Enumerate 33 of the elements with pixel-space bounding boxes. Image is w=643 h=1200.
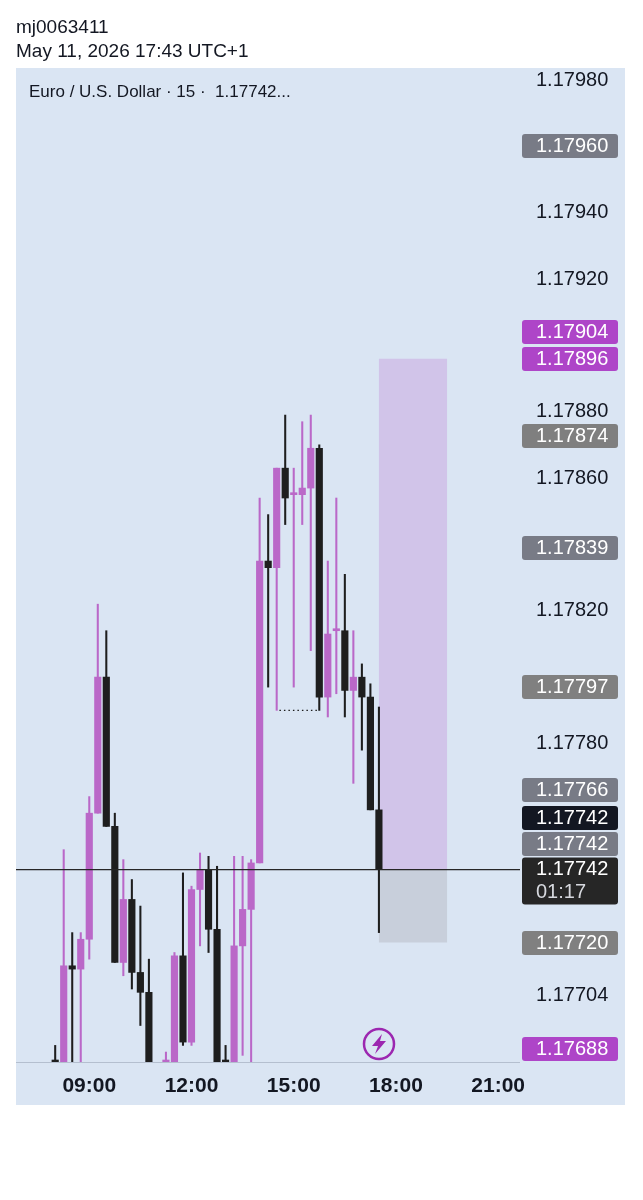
y-tick-label: 1.17780 (536, 731, 609, 754)
x-tick-label: 12:00 (164, 1073, 219, 1097)
text: 1.17720 (536, 930, 609, 953)
x-tick-label: 21:00 (471, 1073, 526, 1097)
candlestick (332, 497, 340, 695)
x-tick-label: 15:00 (266, 1073, 321, 1097)
text: mj0063411 (16, 15, 110, 39)
x-tick-label: 18:00 (369, 1073, 423, 1097)
chart-title: Euro / U.S. Dollar · 15 · 1.17742... (29, 81, 291, 101)
text: 1.17797 (536, 674, 609, 697)
candlestick (290, 467, 298, 688)
text: 1.17742 (536, 831, 609, 854)
ref-line-label: 1.17742 01:17 (536, 857, 609, 903)
text: 1.17874 (536, 423, 609, 446)
y-tick-label: 1.17860 (536, 465, 609, 488)
text: 1.17839 (536, 535, 609, 558)
y-tick-label: 1.17704 (536, 983, 609, 1006)
x-tick-label: 09:00 (62, 1073, 117, 1097)
y-tick-label: 1.17880 (536, 399, 609, 422)
text: 1.17742 (536, 805, 609, 828)
y-tick-label: 1.17980 (536, 67, 609, 90)
text: 1.17960 (536, 133, 609, 156)
text: 1.17904 (536, 319, 609, 342)
text: 1.17896 (536, 346, 609, 369)
text: 1.17688 (536, 1036, 609, 1059)
text: 1.17766 (536, 777, 609, 800)
y-tick-label: 1.17820 (536, 598, 609, 621)
text: May 11, 2026 17:43 UTC+1 (16, 39, 249, 63)
candlestick (264, 514, 272, 688)
y-tick-label: 1.17940 (536, 200, 609, 223)
candlestick (298, 421, 306, 525)
candlestick (68, 932, 76, 1062)
y-tick-label: 1.17920 (536, 266, 609, 289)
